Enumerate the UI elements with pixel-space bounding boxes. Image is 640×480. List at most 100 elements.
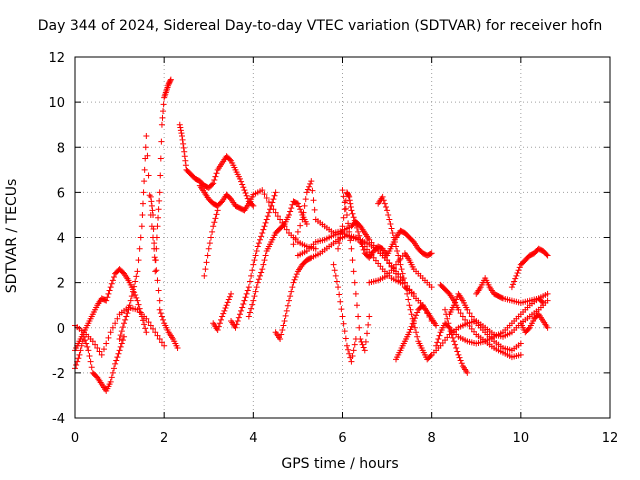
data-point <box>254 279 261 286</box>
data-point <box>468 313 475 320</box>
data-point <box>274 213 281 220</box>
data-point <box>452 299 459 306</box>
data-point <box>239 304 246 311</box>
data-point <box>232 324 239 331</box>
data-point <box>156 336 163 343</box>
data-point <box>212 215 219 222</box>
y-tick-label: 0 <box>57 322 65 337</box>
data-point <box>294 228 301 235</box>
data-point <box>124 310 131 317</box>
data-point <box>222 305 229 312</box>
data-point <box>444 315 451 322</box>
data-point <box>289 284 296 291</box>
data-point <box>221 307 228 314</box>
data-point <box>157 310 164 317</box>
data-point <box>113 357 120 364</box>
series-track-22 <box>433 320 471 376</box>
chart-title: Day 344 of 2024, Sidereal Day-to-day VTE… <box>37 18 603 34</box>
data-point <box>442 306 449 313</box>
data-point <box>341 206 348 213</box>
data-point <box>250 202 257 209</box>
data-point <box>434 339 441 346</box>
data-point <box>153 267 160 274</box>
data-point <box>204 252 211 259</box>
data-point <box>167 76 174 83</box>
data-point <box>390 234 397 241</box>
data-point <box>543 251 550 258</box>
data-point <box>299 216 306 223</box>
data-point <box>427 352 434 359</box>
data-point <box>280 322 287 329</box>
data-point <box>407 306 414 313</box>
data-point <box>75 355 82 362</box>
data-point <box>126 302 133 309</box>
data-point <box>353 302 360 309</box>
data-point <box>108 280 115 287</box>
data-point <box>455 351 462 358</box>
data-point <box>330 261 337 268</box>
data-point <box>151 240 158 247</box>
data-point <box>139 200 146 207</box>
data-point <box>498 294 505 301</box>
data-point <box>286 211 292 218</box>
y-tick-label: 10 <box>48 96 65 111</box>
data-point <box>346 228 353 235</box>
data-point <box>355 313 362 320</box>
axis-ticks: 0 2 4 6 8 10 12 -4 -2 0 2 4 6 8 10 12 <box>48 51 618 446</box>
data-point <box>352 220 359 227</box>
data-point <box>428 284 435 291</box>
data-point <box>413 329 420 336</box>
data-point <box>226 156 233 163</box>
data-point <box>240 301 247 308</box>
data-point <box>253 248 260 255</box>
data-point <box>339 313 346 320</box>
data-point <box>513 272 520 279</box>
data-point <box>160 108 167 115</box>
data-point <box>306 183 313 190</box>
data-point <box>167 77 174 84</box>
data-point <box>117 332 124 339</box>
series-track-8 <box>196 182 319 252</box>
data-point <box>360 246 367 253</box>
data-point <box>396 257 403 264</box>
data-point <box>413 312 420 319</box>
data-point <box>303 189 310 196</box>
data-point <box>135 301 142 308</box>
data-point <box>138 313 145 320</box>
data-point <box>277 336 284 343</box>
data-point <box>393 270 399 277</box>
x-tick-label: 4 <box>249 431 257 446</box>
data-point <box>357 236 364 243</box>
data-point <box>300 209 307 216</box>
series-track-2 <box>72 266 150 354</box>
data-point <box>145 172 152 179</box>
data-point <box>255 240 262 247</box>
data-point <box>351 217 358 224</box>
data-point <box>283 226 290 233</box>
data-point <box>453 345 460 352</box>
data-point <box>464 306 471 313</box>
data-point <box>179 132 185 139</box>
data-point <box>142 144 149 151</box>
data-point <box>288 288 295 295</box>
data-point <box>349 257 356 264</box>
data-point <box>121 333 128 340</box>
data-point <box>240 184 247 191</box>
data-point <box>105 290 112 297</box>
data-point <box>137 234 144 241</box>
data-point <box>98 351 105 358</box>
x-tick-label: 2 <box>160 431 168 446</box>
data-point <box>236 175 243 182</box>
data-point <box>362 338 369 345</box>
series-track-17 <box>335 189 435 261</box>
data-point <box>156 306 163 313</box>
data-point <box>365 321 372 328</box>
data-point <box>201 272 208 279</box>
data-point <box>296 203 303 210</box>
data-point <box>182 157 189 164</box>
data-point <box>454 348 461 355</box>
data-point <box>83 340 90 347</box>
data-point <box>73 361 80 368</box>
data-point <box>149 207 156 214</box>
data-point <box>239 181 246 188</box>
